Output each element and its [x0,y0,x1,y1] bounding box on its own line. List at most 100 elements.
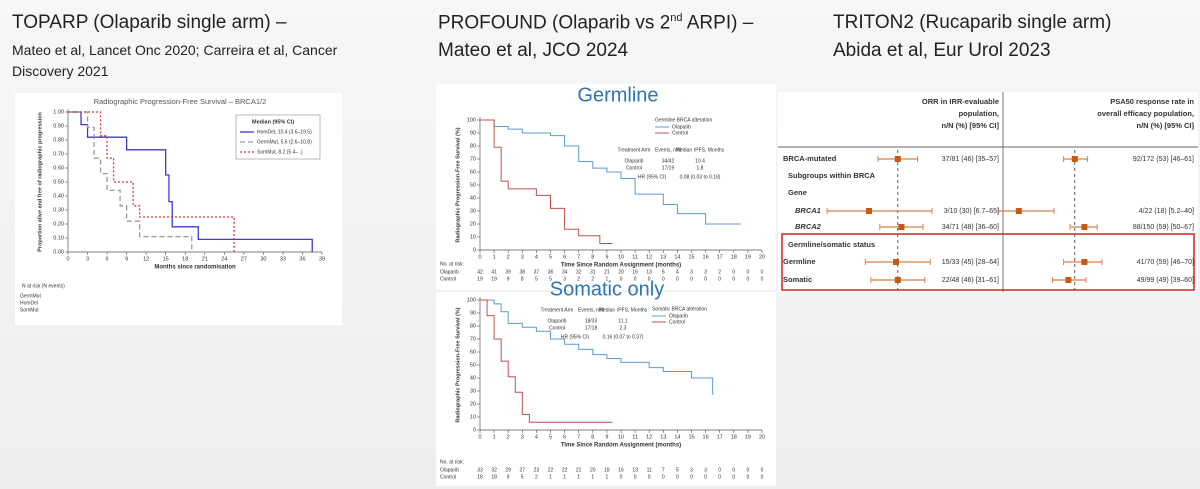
panel-title: TRITON2 (Rucaparib single arm) [833,12,1112,33]
point-estimate [894,277,901,283]
x-tick-label: 30 [260,256,266,262]
x-tick-label: 11 [632,254,638,260]
risk-value: 5 [549,276,552,282]
y-tick-label: 20 [470,221,476,227]
risk-value: 0 [620,474,623,480]
km-curve [480,299,613,423]
risk-value: 0 [732,276,735,282]
x-tick-label: 12 [143,256,149,262]
table-cell: 11.1 [618,318,628,324]
legend-label: Control [669,319,685,325]
risk-value: 0 [761,276,764,282]
x-tick-label: 12 [646,434,652,440]
panel-subtitle: Abida et al, Eur Urol 2023 [833,40,1051,61]
risk-label: GermMut [20,293,41,299]
row-label: BRCA2 [795,222,822,231]
y-tick-label: 70 [470,336,476,342]
risk-value: 23 [534,467,540,473]
risk-label: Olaparib [440,269,459,275]
y-tick-label: 40 [470,375,476,381]
column-header: n/N (%) [95% CI] [1136,121,1194,130]
risk-value: 5 [521,474,524,480]
x-tick-label: 39 [319,256,325,262]
table-header: Events, n/N [578,307,604,313]
legend-title: Median (95% CI) [252,119,294,125]
risk-label: SomMut [20,307,39,313]
orr-text: 34/71 (48) [36–60] [942,224,999,231]
chart-title: Germline [577,84,658,106]
risk-value: 0 [747,467,750,473]
risk-title: No. at risk: [440,261,464,267]
x-tick-label: 1 [493,434,496,440]
x-tick-label: 4 [535,254,538,260]
risk-value: 0 [704,474,707,480]
x-tick-label: 3 [521,254,524,260]
risk-value: 18 [491,474,497,480]
risk-value: 38 [520,269,526,275]
x-tick-label: 7 [577,434,580,440]
x-tick-label: 6 [563,434,566,440]
km-curve [68,111,205,253]
table-header: Median rPFS, Months [676,147,725,153]
risk-value: 1 [591,474,594,480]
risk-value: 13 [632,467,638,473]
y-tick-label: 100 [467,297,476,303]
title-part: PROFOUND (Olaparib vs 2 [438,12,671,34]
x-tick-label: 18 [182,256,188,262]
x-axis-label: Time Since Random Assignment (months) [561,263,681,269]
y-tick-label: 70 [470,156,476,162]
y-tick-label: 0.10 [53,235,64,241]
x-tick-label: 0 [478,434,481,440]
risk-value: 29 [505,467,511,473]
x-tick-label: 17 [717,434,723,440]
risk-value: 3 [690,269,693,275]
chart-bg [436,84,776,290]
table-cell: 10.4 [695,158,705,164]
y-tick-label: 0.30 [53,207,64,213]
column-header: n/N (%) [95% CI] [941,121,999,130]
table-header: Events, n/N [655,147,681,153]
risk-value: 19 [477,276,483,282]
risk-value: 36 [548,269,554,275]
table-cell: HR (95% CI) [561,334,590,340]
risk-value: 0 [747,269,750,275]
y-tick-label: 0.50 [53,179,64,185]
x-tick-label: 13 [660,254,666,260]
highlight-box [781,233,1195,291]
x-tick-label: 14 [674,434,680,440]
x-tick-label: 19 [745,254,751,260]
risk-value: 0 [732,467,735,473]
point-estimate [898,224,905,230]
orr-text: 3/10 (30) [6.7–65] [944,208,999,215]
y-tick-label: 0 [473,247,476,253]
row-label: Gene [788,188,807,197]
risk-value: 0 [718,467,721,473]
table-cell: 2.3 [620,325,627,331]
y-tick-label: 0.80 [53,137,64,143]
y-tick-label: 0 [473,427,476,433]
risk-value: 20 [618,269,624,275]
risk-value: 1 [577,474,580,480]
table-header: Median rPFS, Months [599,307,648,313]
risk-value: 1 [563,474,566,480]
legend-label: Olaparib [672,124,691,130]
x-tick-label: 11 [632,434,638,440]
risk-value: 8 [521,276,524,282]
column-header: ORR in IRR-evaluable [922,97,999,106]
risk-value: 0 [648,276,651,282]
risk-value: 4 [676,269,679,275]
km-curve [480,119,613,244]
risk-value: 0 [718,474,721,480]
y-tick-label: 0.00 [53,249,64,255]
risk-title: No. at risk: [440,459,464,465]
x-axis-label: Time Since Random Assignment (months) [561,443,681,449]
x-tick-label: 8 [591,434,594,440]
y-tick-label: 30 [470,208,476,214]
risk-label: Olaparib [440,467,459,473]
y-tick-label: 80 [470,323,476,329]
risk-value: 20 [590,467,596,473]
point-estimate [1081,259,1088,265]
orr-text: 37/81 (46) [35–57] [942,156,999,163]
risk-value: 13 [646,269,652,275]
